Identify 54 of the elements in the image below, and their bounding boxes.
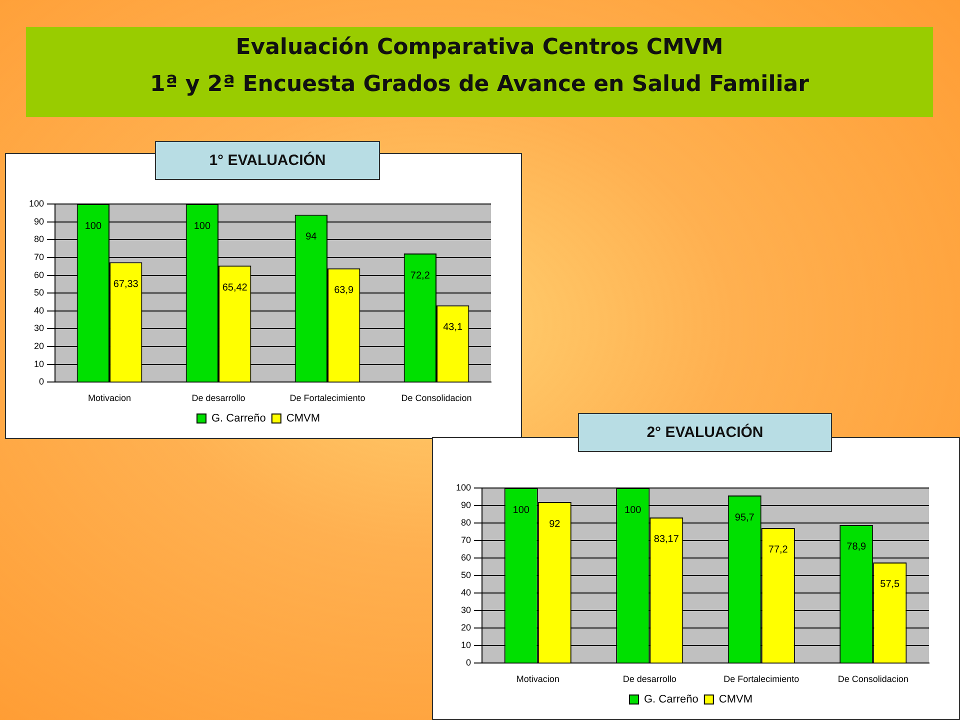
- data-label: 100: [194, 220, 211, 232]
- x-tick-label: Motivacion: [516, 674, 560, 684]
- data-label: 94: [306, 231, 318, 242]
- y-tick-label: 100: [456, 482, 472, 492]
- data-label: 100: [84, 220, 102, 232]
- x-tick-label: De Consolidacion: [401, 393, 472, 404]
- y-tick-label: 20: [34, 341, 44, 352]
- data-label: 77,2: [768, 544, 788, 556]
- chart-title: 2° EVALUACIÓN: [578, 413, 832, 452]
- y-tick-label: 40: [461, 588, 472, 598]
- legend-label: CMVM: [718, 694, 753, 706]
- text: 1ª y 2ª Encuesta Grados de Avance en Salud Familiar: [149, 72, 810, 97]
- data-label: 43,1: [443, 322, 464, 334]
- data-label: 78,9: [846, 542, 867, 553]
- y-tick-label: 40: [34, 305, 44, 316]
- y-tick-label: 50: [461, 570, 472, 580]
- data-label: 57,5: [880, 579, 900, 590]
- data-label: 67,33: [113, 278, 139, 290]
- x-tick-label: De desarrollo: [622, 674, 676, 684]
- y-tick-label: 70: [461, 535, 472, 546]
- text: Evaluación Comparativa Centros CMVM: [234, 35, 724, 60]
- data-label: 95,7: [734, 512, 755, 524]
- y-tick-label: 50: [34, 288, 44, 298]
- legend-label: G. Carreño: [211, 412, 266, 425]
- data-label: 65,42: [222, 282, 248, 294]
- y-tick-label: 30: [34, 323, 44, 334]
- y-tick-label: 90: [34, 216, 44, 226]
- x-tick-label: De Fortalecimiento: [290, 393, 366, 404]
- y-tick-label: 60: [461, 552, 472, 563]
- y-tick-label: 100: [28, 198, 44, 208]
- data-label: 100: [512, 504, 530, 516]
- y-tick-label: 80: [461, 518, 472, 528]
- data-label: 63,9: [334, 285, 354, 296]
- y-tick-label: 0: [466, 658, 472, 668]
- data-label: 72,2: [410, 270, 430, 282]
- y-tick-label: 0: [39, 376, 44, 387]
- y-tick-label: 10: [461, 640, 472, 650]
- x-tick-label: Motivacion: [88, 393, 132, 404]
- data-label: 83,17: [654, 534, 680, 546]
- x-tick-label: De Consolidacion: [838, 674, 908, 684]
- legend-label: CMVM: [286, 412, 320, 425]
- data-label: 100: [624, 504, 642, 516]
- y-tick-label: 60: [34, 270, 44, 280]
- legend-label: G. Carreño: [644, 694, 698, 706]
- y-tick-label: 10: [34, 358, 44, 369]
- x-tick-label: De Fortalecimiento: [724, 674, 800, 684]
- data-label: 92: [549, 518, 561, 530]
- y-tick-label: 80: [34, 234, 44, 244]
- y-tick-label: 70: [34, 252, 44, 262]
- y-tick-label: 30: [461, 605, 472, 616]
- y-tick-label: 20: [461, 622, 472, 633]
- y-tick-label: 90: [461, 500, 472, 510]
- chart-title: 1° EVALUACIÓN: [155, 141, 380, 180]
- x-tick-label: De desarrollo: [192, 393, 246, 404]
